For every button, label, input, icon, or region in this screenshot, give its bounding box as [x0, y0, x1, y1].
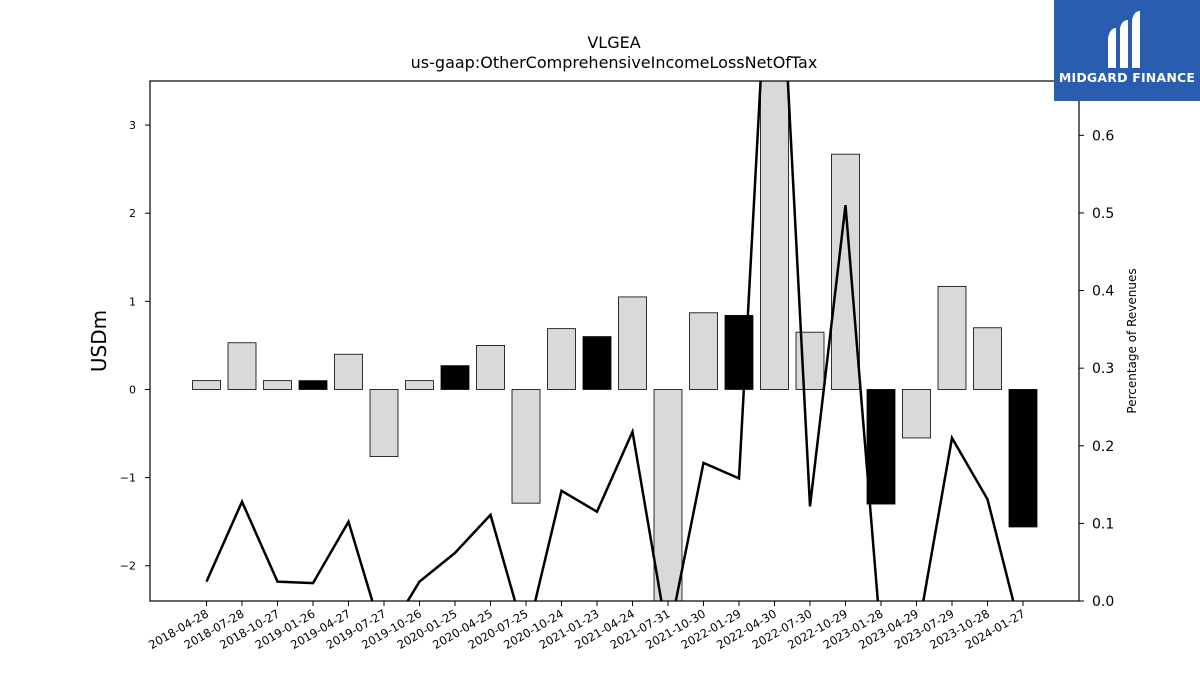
bar-2024-01-27: [1008, 389, 1038, 528]
y2-tick-label-0: 0.0: [1092, 594, 1114, 610]
y2-tick-label-0.6: 0.6: [1092, 128, 1114, 144]
bar-2022-01-29: [724, 315, 754, 390]
logo-mark-icon: [1108, 11, 1140, 68]
bar-2022-10-29: [831, 153, 860, 390]
bar-2021-07-31: [653, 389, 683, 601]
y-tick-label--1: −1: [120, 472, 136, 485]
line-layer: [205, 81, 1015, 601]
y2-tick-label-0.1: 0.1: [1092, 516, 1114, 532]
bar-2019-04-27: [334, 353, 363, 390]
y-axis-label: USDm: [87, 310, 111, 372]
y2-tick-label-0.5: 0.5: [1092, 206, 1114, 222]
bar-2023-04-29: [902, 389, 931, 439]
bar-2018-10-27: [263, 380, 292, 390]
bar-2023-01-28: [866, 389, 896, 505]
y-tick-label-0: 0: [129, 383, 136, 396]
bar-2021-10-30: [689, 312, 718, 390]
bar-2021-04-24: [618, 296, 647, 390]
y-tick-label-1: 1: [129, 295, 136, 308]
y2-axis-label: Percentage of Revenues: [1125, 268, 1139, 413]
y-tick-label-3: 3: [129, 119, 136, 132]
bar-2018-07-28: [227, 342, 257, 390]
logo-text: MIDGARD FINANCE: [1058, 70, 1196, 85]
y-tick-label--2: −2: [120, 560, 136, 573]
y2-tick-label-0.3: 0.3: [1092, 361, 1114, 377]
chart-title: VLGEA: [587, 33, 640, 52]
midgard-finance-logo: MIDGARD FINANCE: [1054, 0, 1200, 101]
y-tick-label-2: 2: [129, 207, 136, 220]
plot-frame: [149, 80, 1080, 602]
bar-2020-10-24: [547, 328, 576, 390]
bar-2019-10-26: [405, 380, 434, 390]
bar-2023-07-29: [937, 285, 967, 390]
bar-2021-01-23: [582, 336, 612, 390]
chart-subtitle: us-gaap:OtherComprehensiveIncomeLossNetO…: [411, 53, 818, 72]
bars-layer: [192, 81, 1038, 601]
line-series-percentage: [205, 81, 1015, 601]
bar-2022-04-30: [760, 81, 789, 390]
bar-2020-04-25: [476, 345, 505, 390]
bar-2023-10-28: [973, 327, 1002, 390]
bar-2018-04-28: [192, 380, 221, 390]
bar-2019-01-26: [298, 380, 328, 390]
bar-2019-07-27: [369, 389, 399, 457]
y2-tick-label-0.2: 0.2: [1092, 439, 1114, 455]
y2-tick-label-0.4: 0.4: [1092, 284, 1114, 300]
bar-2020-01-25: [440, 365, 470, 390]
bar-2020-07-25: [511, 389, 541, 504]
